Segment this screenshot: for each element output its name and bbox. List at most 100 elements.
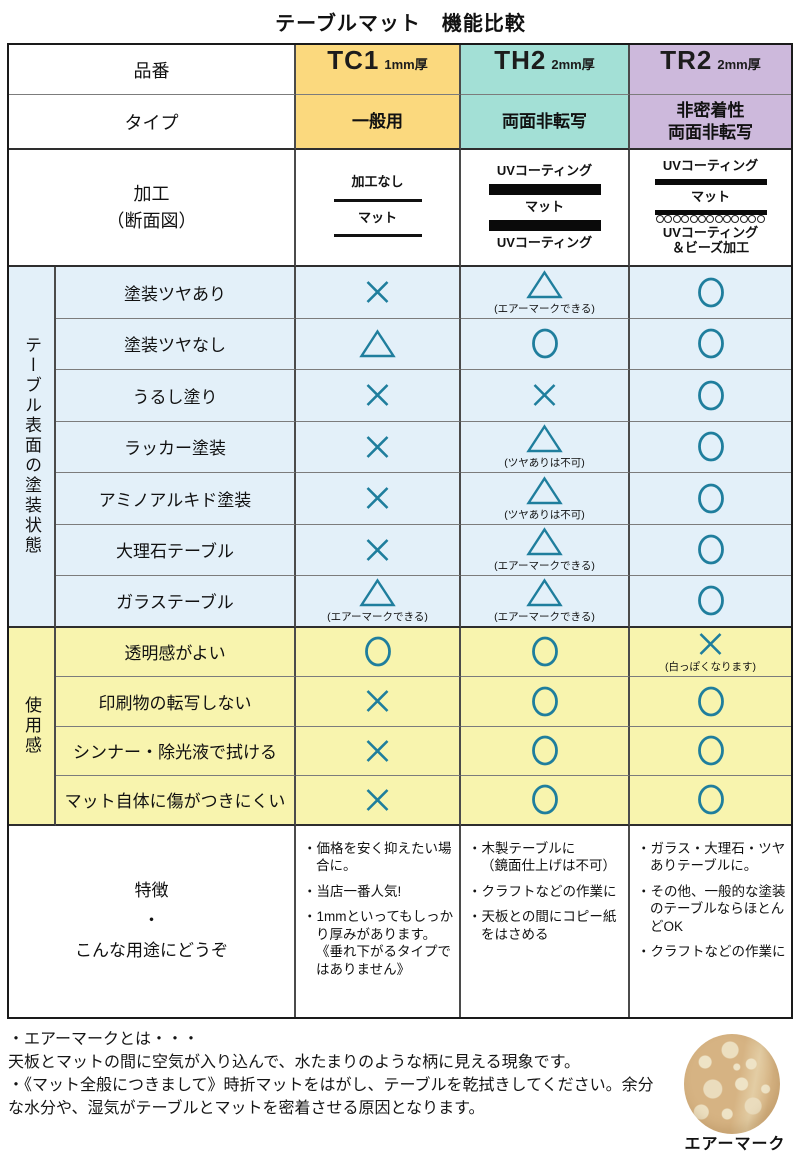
rating-cell: [630, 576, 791, 628]
bead-dot: [655, 215, 664, 224]
type-th2: 両面非転写: [461, 95, 630, 150]
circle-mark-icon: [531, 328, 558, 359]
rating-cell: [630, 370, 791, 422]
rating-cell: [461, 370, 630, 422]
rating-cell: [296, 776, 461, 826]
product-code: TR2: [660, 45, 713, 75]
row-label-surface-1: 塗装ツヤなし: [56, 318, 296, 370]
diagram-layer-label: UVコーティング: [496, 163, 593, 179]
bead-dot: [748, 215, 757, 224]
comparison-table: 品番 TC1 1mm厚 TH2 2mm厚 TR2 2mm厚 タイプ 一般用 両面…: [7, 43, 793, 1019]
row-label-surface-5: 大理石テーブル: [56, 524, 296, 576]
circle-mark-icon: [697, 735, 724, 766]
row-header-features: 特徴 ・ こんな用途にどうぞ: [9, 825, 296, 1017]
diagram-layer-label: UVコーティング ＆ビーズ加工: [662, 225, 759, 256]
diagram-layer-label: UVコーティング: [662, 158, 759, 173]
rating-cell: [630, 726, 791, 776]
coating-layer-bar: [488, 184, 601, 196]
mark-note: (エアーマークできる): [494, 560, 595, 573]
bead-dot: [731, 215, 740, 224]
feature-item: ・クラフトなどの作業に: [468, 883, 617, 899]
circle-mark-icon: [697, 277, 724, 308]
rating-cell: [461, 776, 630, 826]
footer-note-line: 天板とマットの間に空気が入り込んで、水たまりのような柄に見える現象です。: [8, 1053, 581, 1071]
rating-cell: [296, 421, 461, 473]
circle-mark-icon: [697, 534, 724, 565]
rating-cell: [630, 677, 791, 727]
circle-mark-icon: [697, 585, 724, 616]
type-tc1: 一般用: [296, 95, 461, 150]
row-label-surface-3: ラッカー塗装: [56, 421, 296, 473]
cross-mark-icon: [533, 384, 556, 407]
row-label-surface-4: アミノアルキド塗装: [56, 473, 296, 525]
diagram-layer-label: 加工なし: [351, 173, 404, 189]
rating-cell: [630, 473, 791, 525]
mark-note: (エアーマークできる): [327, 611, 428, 624]
mark-note: (エアーマークできる): [494, 302, 595, 315]
rating-cell: [461, 627, 630, 677]
rating-cell: [296, 627, 461, 677]
rating-cell: [296, 370, 461, 422]
cross-mark-icon: [699, 632, 722, 655]
type-tr2: 非密着性 両面非転写: [630, 95, 791, 150]
feature-item: ・その他、一般的な塗装のテーブルならほとんどOK: [637, 883, 786, 934]
coating-layer-bar: [488, 219, 601, 231]
product-header-tc1: TC1 1mm厚: [296, 45, 461, 95]
features-tr2: ・ガラス・大理石・ツヤありテーブルに。・その他、一般的な塗装のテーブルならほとん…: [630, 826, 791, 1017]
mark-note: (エアーマークできる): [494, 611, 595, 624]
row-label-surface-2: うるし塗り: [56, 370, 296, 422]
product-code: TC1: [327, 45, 380, 75]
rating-cell: (ツヤありは不可): [461, 421, 630, 473]
product-header-tr2: TR2 2mm厚: [630, 45, 791, 95]
rating-cell: [296, 726, 461, 776]
bead-dot: [672, 215, 681, 224]
rating-cell: [296, 473, 461, 525]
diagram-layer-label: マット: [524, 199, 564, 215]
cross-mark-icon: [366, 435, 389, 458]
mark-note: (ツヤありは不可): [504, 457, 585, 470]
feature-item: ・価格を安く抑えたい場合に。: [303, 840, 452, 874]
bead-dot: [689, 215, 698, 224]
rating-cell: (エアーマークできる): [461, 576, 630, 628]
feature-item: ・1mmといってもしっかり厚みがあります。《垂れ下がるタイプではありません》: [303, 909, 454, 977]
feature-item: ・当店一番人気!: [303, 883, 402, 899]
airmark-figure: エアーマーク: [666, 1030, 794, 1157]
circle-mark-icon: [531, 735, 558, 766]
cross-mark-icon: [366, 384, 389, 407]
bead-dot: [714, 215, 723, 224]
cross-mark-icon: [366, 487, 389, 510]
rating-cell: (エアーマークできる): [461, 267, 630, 319]
rating-cell: [296, 318, 461, 370]
product-thickness: 2mm厚: [717, 57, 761, 72]
cross-section-diagram-tr2: UVコーティング マット UVコーティング ＆ビーズ加工: [630, 150, 791, 267]
triangle-mark-icon: [526, 270, 563, 298]
row-label-usage-1: 印刷物の転写しない: [56, 677, 296, 727]
footer-note-line: ・エアーマークとは・・・: [8, 1030, 200, 1048]
thin-sheet-line: [333, 234, 422, 238]
row-label-surface-6: ガラステーブル: [56, 576, 296, 628]
triangle-mark-icon: [359, 578, 396, 607]
rating-cell: [296, 524, 461, 576]
rating-cell: [630, 524, 791, 576]
cross-section-diagram-th2: UVコーティング マット UVコーティング: [461, 150, 630, 267]
circle-mark-icon: [697, 431, 724, 462]
diagram-layer-label: マット: [690, 188, 730, 204]
circle-mark-icon: [697, 784, 724, 815]
bead-dot: [756, 215, 765, 224]
mark-note: (ツヤありは不可): [504, 508, 585, 521]
airmark-caption: エアーマーク: [684, 1135, 786, 1153]
rating-cell: [630, 776, 791, 826]
coating-layer-bar: [654, 178, 767, 185]
bead-dot: [664, 215, 673, 224]
circle-mark-icon: [531, 784, 558, 815]
circle-mark-icon: [697, 328, 724, 359]
beads-layer: [655, 215, 765, 224]
features-tc1: ・価格を安く抑えたい場合に。・当店一番人気! ・1mmといってもしっかり厚みがあり…: [296, 825, 461, 1017]
triangle-mark-icon: [526, 578, 563, 607]
circle-mark-icon: [697, 380, 724, 411]
feature-item: ・ガラス・大理石・ツヤありテーブルに。: [637, 840, 786, 874]
row-label-usage-0: 透明感がよい: [56, 627, 296, 677]
bead-dot: [706, 215, 715, 224]
footer: ・エアーマークとは・・・天板とマットの間に空気が入り込んで、水たまりのような柄に…: [7, 1028, 794, 1157]
